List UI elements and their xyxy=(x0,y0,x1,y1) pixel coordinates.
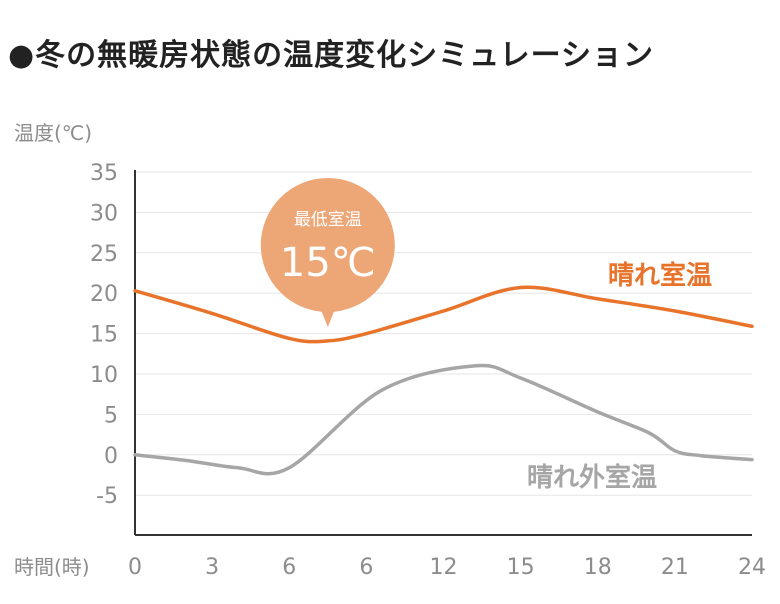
bubble-tail xyxy=(319,307,336,327)
x-axis-label: 時間(時) xyxy=(14,555,90,579)
y-tick-label: 0 xyxy=(104,444,118,469)
bubble-circle xyxy=(260,178,395,312)
bubble-value: 15℃ xyxy=(280,240,376,286)
x-tick-label: 12 xyxy=(430,555,458,580)
page-title: ●冬の無暖房状態の温度変化シミュレーション xyxy=(8,38,654,73)
y-axis-label: 温度(℃) xyxy=(14,121,92,145)
x-tick-label: 3 xyxy=(205,555,219,580)
x-tick-label: 18 xyxy=(584,555,612,580)
x-tick-labels: 0 3 6 6 12 15 18 21 24 xyxy=(128,555,766,580)
min-temp-bubble: 最低室温 15℃ xyxy=(260,178,395,327)
series-line-0 xyxy=(133,285,754,344)
x-tick-label: 0 xyxy=(128,555,142,580)
x-tick-label: 21 xyxy=(661,555,689,580)
series-line-1 xyxy=(133,363,754,476)
y-tick-label: 15 xyxy=(90,323,118,348)
y-tick-label: 20 xyxy=(90,282,118,307)
x-tick-label: 6 xyxy=(359,555,373,580)
series-label-sunny-outside: 晴れ外室温 xyxy=(527,462,657,493)
x-tick-label: 6 xyxy=(282,555,296,580)
y-tick-label: 5 xyxy=(104,403,118,428)
y-tick-label: 35 xyxy=(90,161,118,186)
series-lines xyxy=(133,285,754,476)
y-tick-label: 30 xyxy=(90,201,118,226)
series-label-sunny-room: 晴れ室温 xyxy=(608,260,712,291)
grid-lines xyxy=(135,171,752,496)
y-tick-label: -5 xyxy=(96,484,118,509)
y-tick-label: 25 xyxy=(90,242,118,267)
y-tick-label: 10 xyxy=(90,363,118,388)
bubble-label: 最低室温 xyxy=(294,210,362,230)
x-tick-label: 15 xyxy=(507,555,535,580)
x-tick-label: 24 xyxy=(738,555,766,580)
y-tick-labels: 35 30 25 20 15 10 5 0 -5 xyxy=(90,161,118,509)
